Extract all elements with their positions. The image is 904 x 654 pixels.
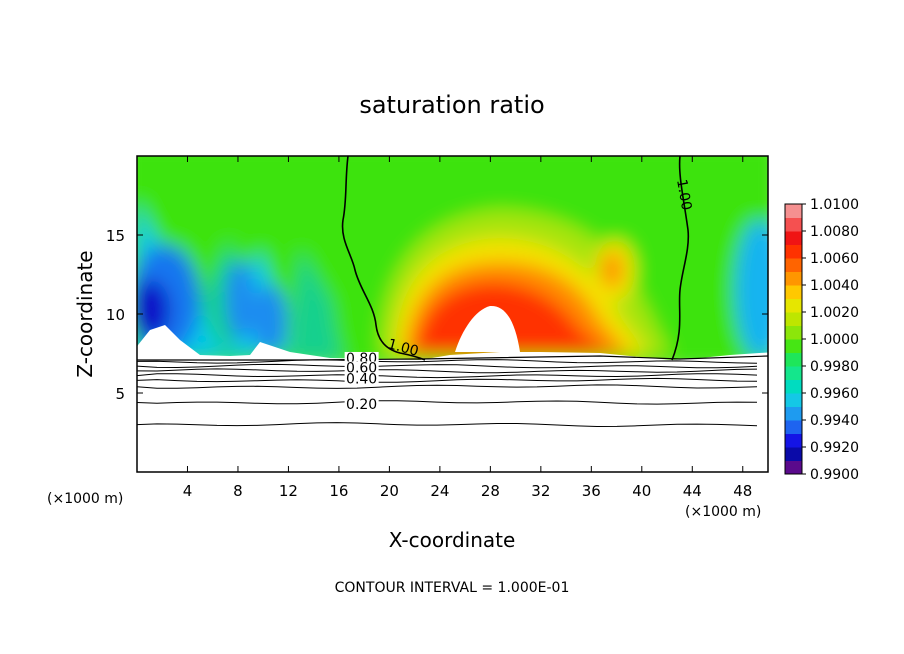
x-unit-label-right: (×1000 m) (685, 504, 761, 520)
colorbar-label: 0.9980 (810, 359, 859, 375)
contour-line (137, 422, 758, 428)
colorbar-segment (785, 217, 802, 232)
x-tick-label: 16 (329, 482, 348, 500)
x-tick-label: 32 (531, 482, 550, 500)
x-unit-label: (×1000 m) (47, 491, 123, 507)
colorbar-segment (785, 366, 802, 380)
colorbar-segment (785, 393, 802, 407)
x-tick-label: 24 (430, 482, 449, 500)
lower-contours (137, 359, 758, 428)
y-axis: 5 10 15 (106, 227, 768, 403)
y-tick-label: 15 (106, 227, 125, 245)
colorbar-label: 1.0000 (810, 332, 859, 348)
contour-label-bg (344, 372, 379, 386)
contour-line (137, 359, 758, 364)
x-tick-label: 4 (183, 482, 193, 500)
x-axis-label: X-coordinate (389, 528, 516, 552)
terrain-lower-region (137, 325, 768, 472)
x-tick-label: 20 (380, 482, 399, 500)
colorbar-segment (785, 325, 802, 340)
contour-line-1-right (671, 156, 690, 361)
colorbar-label: 1.0040 (810, 278, 859, 294)
colorbar-segment (785, 339, 802, 353)
colorbar-segment (785, 460, 802, 475)
colorbar-label: 0.9920 (810, 440, 859, 456)
contour-label-bg (344, 397, 379, 411)
contour-label: 0.20 (346, 397, 377, 413)
contour-interval-footer: CONTOUR INTERVAL = 1.000E-01 (335, 580, 570, 596)
y-tick-label: 10 (106, 306, 125, 324)
colorbar-label: 1.0100 (810, 197, 859, 213)
colorbar-segment (785, 379, 802, 394)
upper-terrain-edge (137, 355, 768, 361)
chart-title: saturation ratio (359, 91, 544, 119)
colorbar-label: 1.0080 (810, 224, 859, 240)
saturation-field (137, 156, 768, 370)
x-axis: 4 8 12 16 20 24 28 32 36 40 44 48 (183, 156, 752, 500)
contour-line (137, 363, 758, 369)
colorbar: 0.9900 0.9920 0.9940 0.9960 0.9980 1.0000 1.00… (784, 197, 859, 483)
contour-label: 0.60 (346, 360, 377, 376)
contour-line-1-left (341, 156, 426, 361)
contour-line (137, 400, 758, 405)
colorbar-segment (785, 258, 802, 272)
contour-label-bg (344, 361, 379, 375)
contour-label: 1.00 (673, 178, 694, 211)
contour-line (137, 368, 758, 374)
hill-cutout (455, 305, 520, 352)
x-tick-label: 8 (233, 482, 243, 500)
colorbar-segment (785, 285, 802, 299)
colorbar-label: 0.9900 (810, 467, 859, 483)
colorbar-label: 1.0020 (810, 305, 859, 321)
contour-label: 1.00 (386, 336, 420, 360)
colorbar-segment (785, 231, 802, 245)
x-tick-label: 48 (733, 482, 752, 500)
colorbar-segment (785, 244, 802, 259)
colorbar-segment (785, 271, 802, 286)
plot-area (137, 156, 768, 472)
colorbar-segment (785, 312, 802, 326)
colorbar-label: 0.9960 (810, 386, 859, 402)
x-tick-label: 40 (632, 482, 651, 500)
x-tick-label: 36 (582, 482, 601, 500)
y-tick-label: 5 (115, 385, 125, 403)
contour-label: 0.40 (346, 372, 377, 388)
contour-line (137, 384, 758, 389)
colorbar-segment (785, 406, 802, 421)
colorbar-segment (785, 433, 802, 448)
contour-line (137, 377, 758, 383)
x-tick-label: 28 (481, 482, 500, 500)
x-tick-label: 44 (683, 482, 702, 500)
colorbar-segment (785, 447, 802, 461)
colorbar-segment (785, 204, 802, 218)
x-tick-label: 12 (279, 482, 298, 500)
colorbar-label: 0.9940 (810, 413, 859, 429)
colorbar-segment (785, 352, 802, 367)
contour-labels: 1.001.000.800.600.400.20 (344, 178, 694, 413)
colorbar-label: 1.0060 (810, 251, 859, 267)
colorbar-segment (785, 298, 802, 313)
colorbar-segment (785, 420, 802, 434)
y-axis-label: Z-coordinate (73, 250, 97, 377)
contour-line (137, 373, 758, 379)
